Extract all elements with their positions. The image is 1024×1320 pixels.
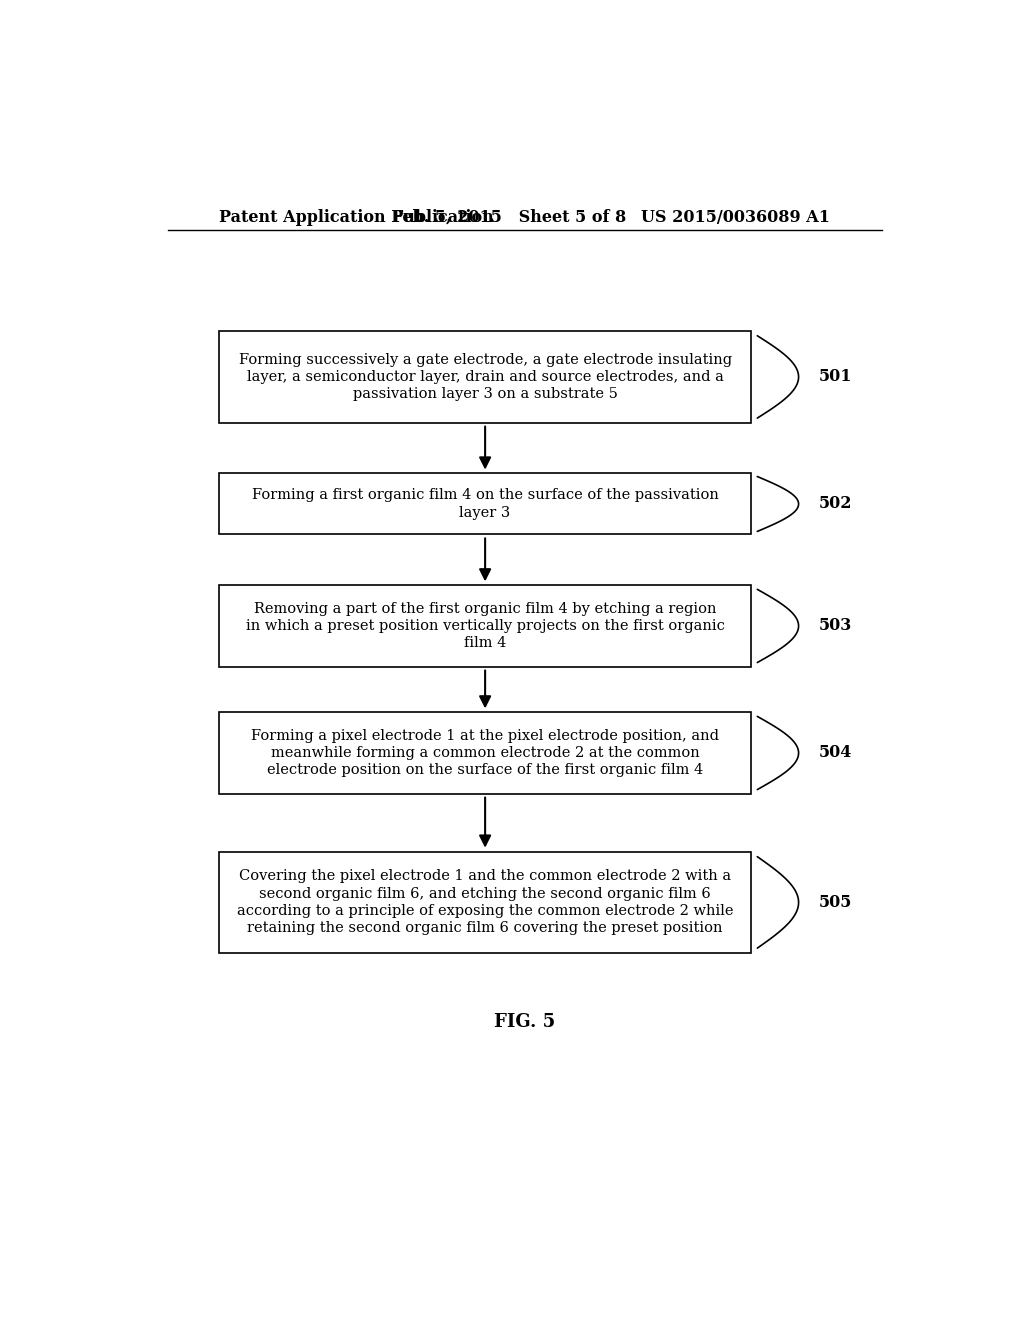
Text: Covering the pixel electrode 1 and the common electrode 2 with a
second organic : Covering the pixel electrode 1 and the c… [237, 870, 733, 936]
Text: US 2015/0036089 A1: US 2015/0036089 A1 [641, 209, 830, 226]
Bar [219, 851, 751, 953]
Text: 501: 501 [818, 368, 852, 385]
Text: Forming a pixel electrode 1 at the pixel electrode position, and
meanwhile formi: Forming a pixel electrode 1 at the pixel… [251, 729, 719, 777]
Text: FIG. 5: FIG. 5 [495, 1014, 555, 1031]
Text: 504: 504 [818, 744, 852, 762]
Text: Removing a part of the first organic film 4 by etching a region
in which a prese: Removing a part of the first organic fil… [246, 602, 725, 651]
Bar [219, 331, 751, 422]
Text: Feb. 5, 2015   Sheet 5 of 8: Feb. 5, 2015 Sheet 5 of 8 [392, 209, 626, 226]
Bar [219, 474, 751, 535]
Text: Forming successively a gate electrode, a gate electrode insulating
layer, a semi: Forming successively a gate electrode, a… [239, 352, 732, 401]
Bar [219, 585, 751, 667]
Text: Patent Application Publication: Patent Application Publication [219, 209, 494, 226]
Text: 503: 503 [818, 618, 852, 635]
Bar [219, 713, 751, 793]
Text: 505: 505 [818, 894, 852, 911]
Text: Forming a first organic film 4 on the surface of the passivation
layer 3: Forming a first organic film 4 on the su… [252, 488, 719, 520]
Text: 502: 502 [818, 495, 852, 512]
